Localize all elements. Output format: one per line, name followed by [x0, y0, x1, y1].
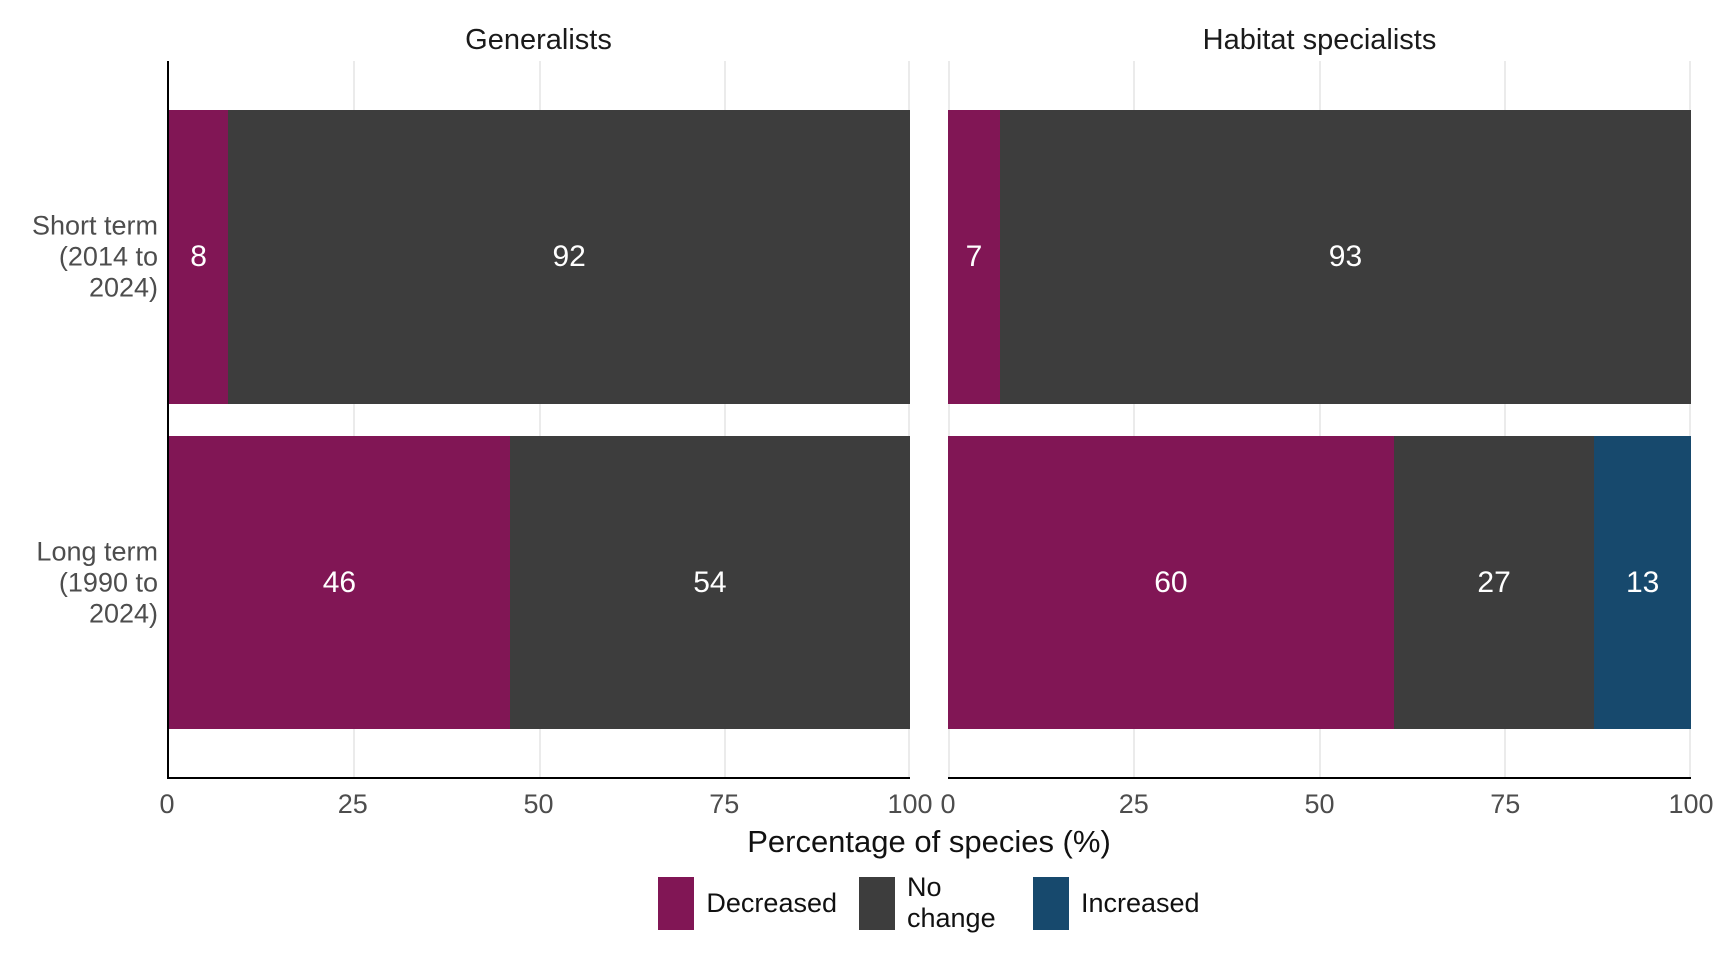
panel-habitat-specialists: 7 93 60 27 13 [948, 61, 1691, 779]
bar-value-label: 13 [1626, 565, 1660, 599]
bar-segment-increased: 13 [1594, 436, 1691, 729]
x-tick-label: 25 [1118, 789, 1149, 819]
y-axis-label-short-term: Short term (2014 to 2024) [0, 211, 158, 304]
bar-value-label: 46 [322, 565, 357, 599]
x-tick-label: 0 [159, 789, 175, 819]
x-ticks-generalists: 0 25 50 75 100 [159, 779, 932, 823]
bar-row-long-term: 60 27 13 [948, 436, 1691, 729]
bar-segment-no-change: 27 [1393, 436, 1595, 729]
x-tick-label: 0 [940, 789, 956, 819]
bar-row-short-term: 8 92 [169, 110, 910, 404]
gridline-75 [1504, 61, 1507, 777]
x-tick-label: 25 [337, 789, 368, 819]
gridline-25 [1132, 61, 1135, 777]
bar-row-short-term: 7 93 [948, 110, 1691, 404]
facet-title-habitat-specialists: Habitat specialists [1202, 24, 1437, 56]
y-axis-label-line: Long term [36, 536, 158, 567]
y-axis-label-line: 2024) [88, 272, 158, 303]
x-ticks-habitat-specialists: 0 25 50 75 100 [940, 779, 1713, 823]
x-axis-title: Percentage of species (%) [747, 824, 1111, 859]
legend-label-increased: Increased [1081, 887, 1200, 918]
y-axis-labels: Short term (2014 to 2024) Long term (199… [0, 61, 158, 779]
bar-value-label: 93 [1328, 240, 1363, 273]
bar-segment-decreased: 60 [948, 436, 1394, 729]
x-tick-label: 50 [1304, 789, 1335, 819]
bar-value-label: 60 [1154, 565, 1188, 599]
y-axis-label-line: (2014 to [58, 241, 158, 272]
bar-value-label: 7 [965, 240, 983, 273]
bar-segment-decreased: 7 [948, 110, 1000, 404]
facet-title-generalists: Generalists [465, 24, 612, 56]
legend-label-no-change: No change [907, 872, 996, 933]
gridline-50 [1318, 61, 1321, 777]
y-axis-label-line: Short term [31, 210, 158, 241]
x-tick-label: 100 [887, 789, 933, 819]
gridline-0 [948, 61, 950, 777]
bar-row-long-term: 46 54 [169, 436, 910, 729]
bar-value-label: 54 [693, 565, 727, 599]
bar-segment-decreased: 8 [169, 110, 229, 404]
legend-label-decreased: Decreased [706, 887, 837, 918]
bar-segment-no-change: 54 [509, 436, 910, 729]
x-tick-label: 50 [523, 789, 554, 819]
gridline-75 [723, 61, 726, 777]
x-tick-label: 75 [709, 789, 740, 819]
bar-value-label: 27 [1477, 565, 1511, 599]
bar-segment-no-change: 92 [228, 110, 910, 404]
y-axis-label-line: 2024) [88, 598, 158, 629]
bar-value-label: 92 [552, 240, 586, 273]
legend: Decreased No change Increased [167, 868, 1691, 938]
legend-swatch-no-change [859, 876, 895, 930]
gridline-100 [1689, 61, 1691, 777]
bar-segment-decreased: 46 [169, 436, 510, 729]
legend-item-increased: Increased [1033, 876, 1200, 930]
legend-swatch-decreased [658, 876, 695, 930]
panel-generalists: 8 92 46 54 [167, 61, 910, 779]
gridline-25 [353, 61, 356, 777]
gridline-50 [538, 61, 541, 777]
x-tick-label: 100 [1668, 789, 1714, 819]
legend-item-no-change: No change [859, 872, 1011, 934]
legend-swatch-increased [1033, 876, 1069, 930]
y-axis-label-line: (1990 to [58, 567, 158, 598]
bar-segment-no-change: 93 [1000, 110, 1691, 404]
x-tick-label: 75 [1490, 789, 1521, 819]
legend-item-decreased: Decreased [658, 876, 837, 930]
gridline-100 [908, 61, 910, 777]
y-axis-label-long-term: Long term (1990 to 2024) [0, 537, 158, 630]
bar-value-label: 8 [190, 240, 207, 273]
